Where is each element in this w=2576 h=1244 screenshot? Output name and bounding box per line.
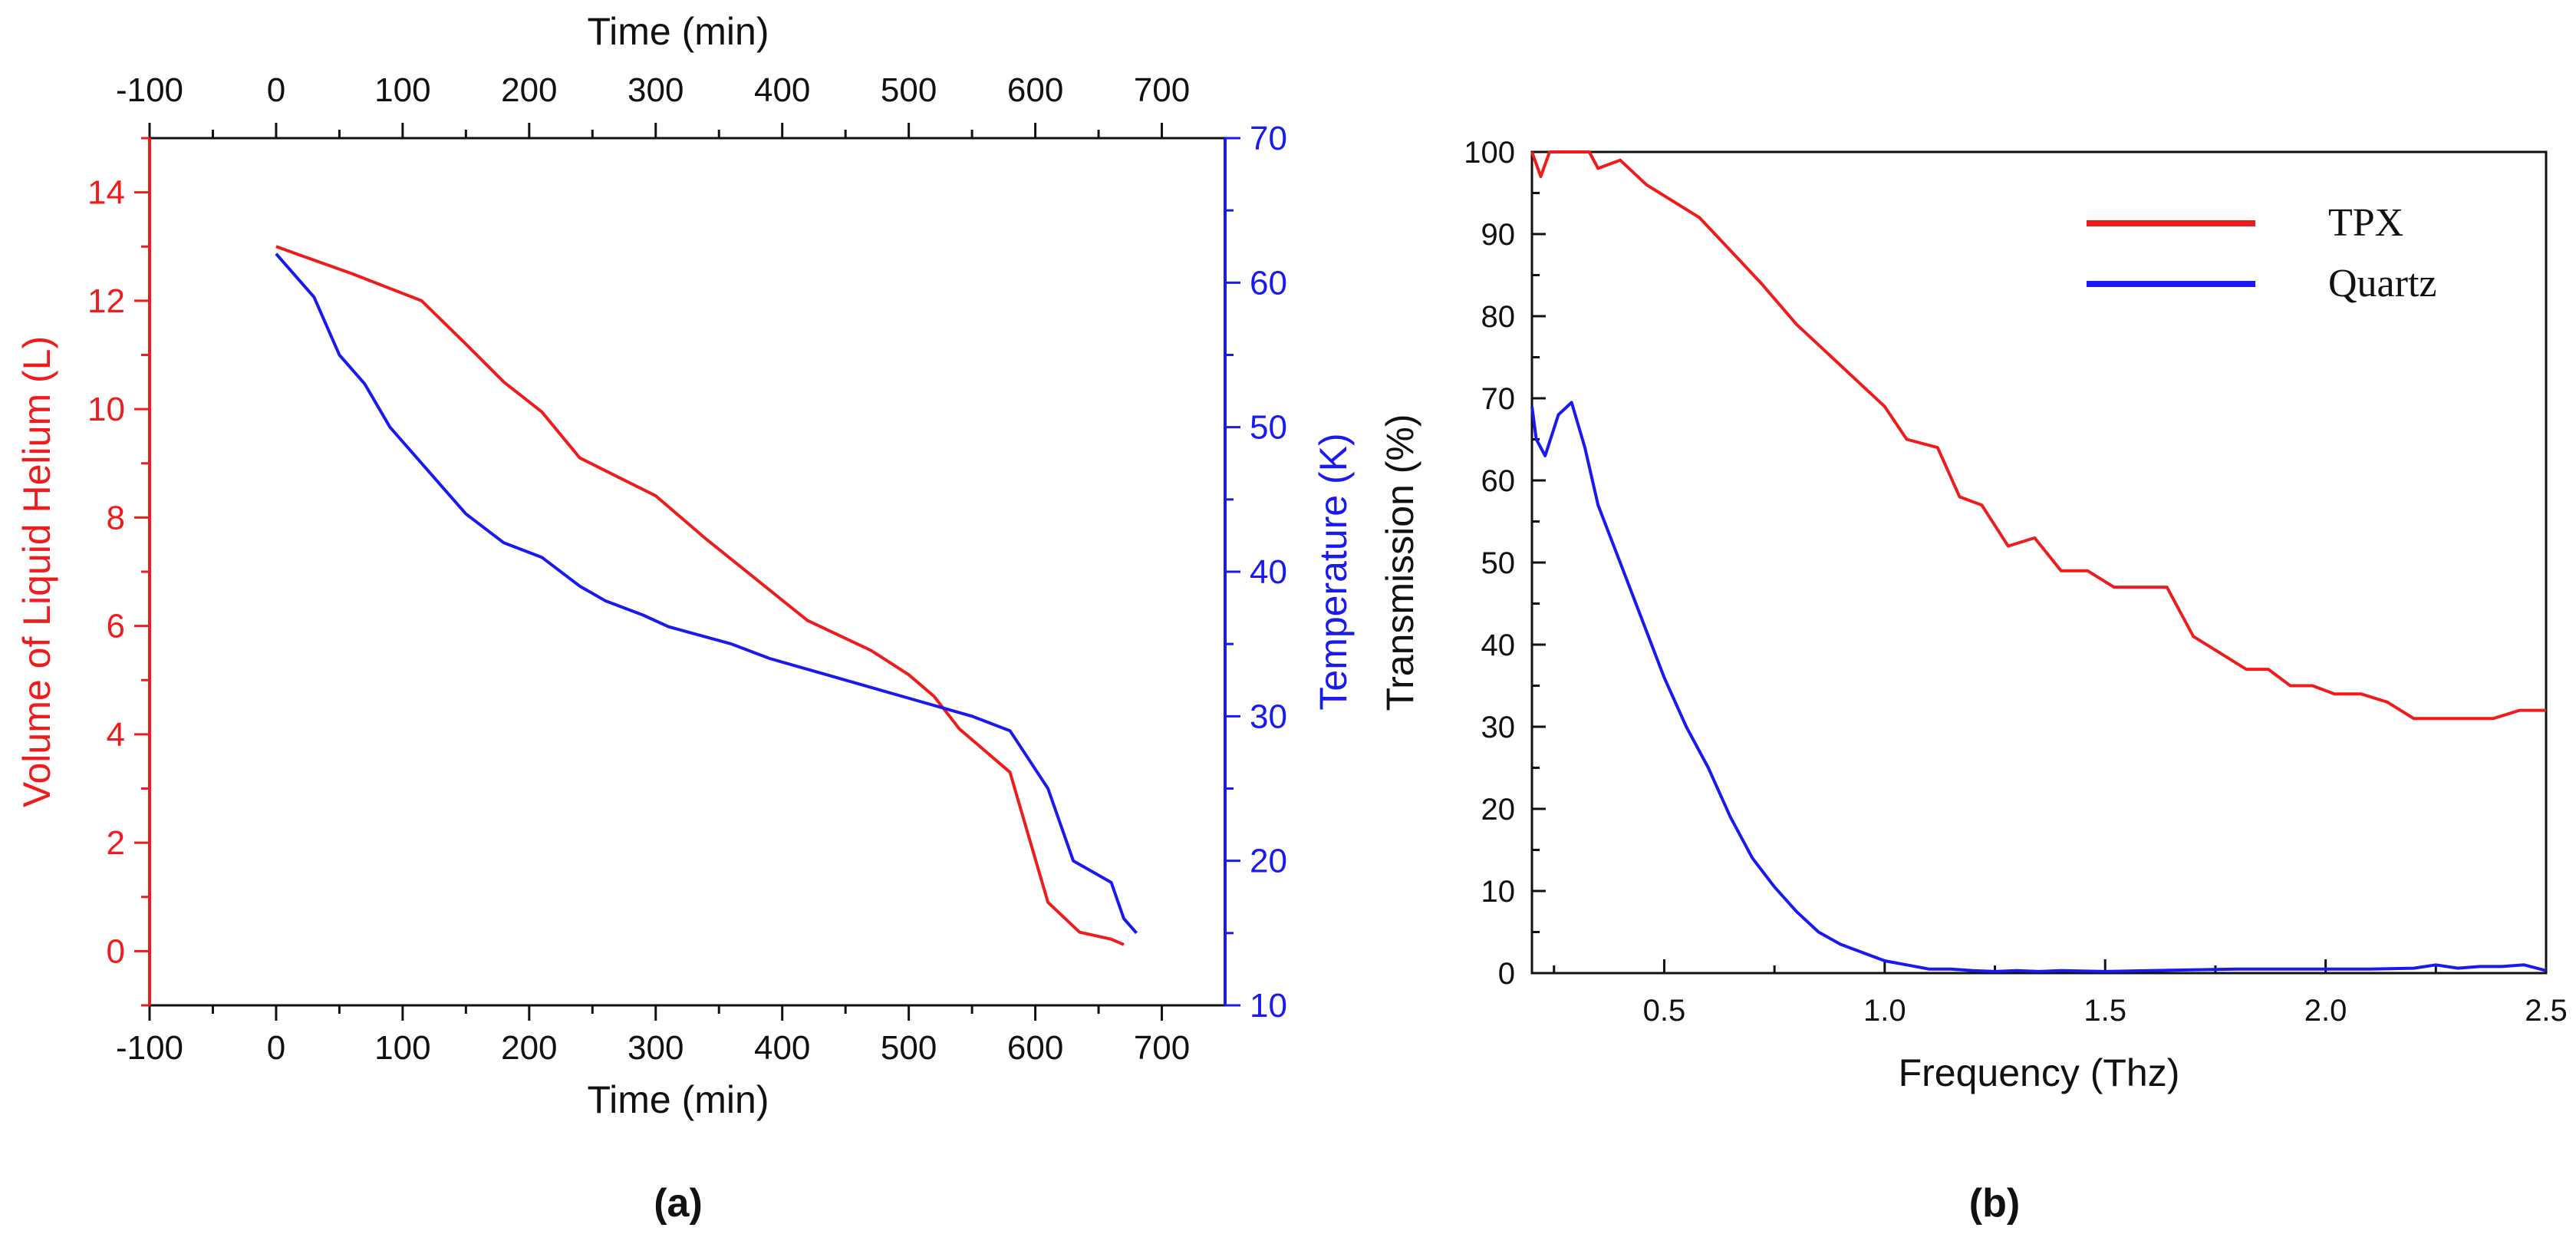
chart-a: -100-10000100100200200300300400400500500…: [15, 10, 1355, 1226]
chart-b-ytick-label: 80: [1481, 300, 1516, 334]
chart-b-ytick-label: 40: [1481, 629, 1516, 662]
chart-b-ytick-label: 90: [1481, 218, 1516, 252]
chart-a-xtick-label-top: 100: [374, 71, 430, 109]
chart-a-xtick-label-top: 400: [754, 71, 810, 109]
legend-label-quartz: Quartz: [2328, 262, 2436, 305]
chart-a-ytick-label-left: 6: [107, 608, 125, 645]
chart-b-ticks: 0.5 1.0 1.5 2.0 2.5 0 10 20 30 40 50 60 70 80 90 100: [1464, 136, 2568, 1028]
chart-a-xtick-label-top: 600: [1007, 71, 1063, 109]
chart-b-xlabel: Frequency (Thz): [1899, 1051, 2180, 1094]
chart-a-series-volume-line: [275, 245, 1125, 946]
chart-b-series: [1530, 150, 2547, 973]
chart-b-ylabel: Transmission (%): [1379, 414, 1421, 711]
chart-a-ytick-label-left: 14: [87, 174, 125, 212]
chart-b-ytick-label: 20: [1481, 793, 1516, 827]
chart-a-xtick-label-bottom: 700: [1134, 1029, 1190, 1067]
chart-a-ytick-label-left: 8: [107, 499, 125, 536]
chart-b-ytick-label: 0: [1498, 957, 1515, 991]
chart-b-ytick-label: 100: [1464, 136, 1515, 170]
chart-b-ytick-label: 70: [1481, 382, 1516, 416]
chart-b: 0.5 1.0 1.5 2.0 2.5 0 10 20 30 40 50 60 70 80 90 100 TP…: [1379, 136, 2568, 1226]
chart-a-xtick-label-bottom: 100: [374, 1029, 430, 1067]
chart-a-ytick-label-right: 40: [1250, 553, 1287, 591]
chart-a-series: [275, 245, 1138, 946]
chart-b-xtick-label: 0.5: [1643, 994, 1686, 1028]
chart-a-xtick-label-top: 700: [1134, 71, 1190, 109]
chart-b-xtick-label: 1.5: [2084, 994, 2126, 1028]
chart-a-ytick-label-right: 60: [1250, 264, 1287, 302]
chart-a-plot-frame: [148, 137, 1227, 1007]
chart-a-ytick-label-right: 70: [1250, 120, 1287, 157]
chart-a-xlabel-top: Time (min): [587, 10, 769, 53]
chart-a-ylabel-left: Volume of Liquid Helium (L): [15, 336, 58, 807]
chart-a-ytick-label-right: 30: [1250, 698, 1287, 735]
chart-a-xtick-label-bottom: 500: [881, 1029, 937, 1067]
chart-b-series-tpx-line: [1530, 150, 2546, 721]
chart-b-legend: TPX Quartz: [2087, 201, 2436, 305]
chart-b-series-quartz-line: [1530, 401, 2547, 973]
chart-a-xtick-label-bottom: -100: [116, 1029, 183, 1067]
chart-a-xtick-label-bottom: 0: [267, 1029, 285, 1067]
chart-b-ytick-label: 10: [1481, 875, 1516, 909]
chart-a-xtick-label-bottom: 300: [628, 1029, 684, 1067]
chart-a-xtick-label-top: -100: [116, 71, 183, 109]
chart-a-ytick-label-right: 50: [1250, 409, 1287, 447]
chart-a-series-temperature-line: [275, 252, 1138, 935]
chart-b-ytick-label: 30: [1481, 711, 1516, 744]
chart-b-xtick-label: 2.5: [2525, 994, 2568, 1028]
chart-a-xtick-label-bottom: 400: [754, 1029, 810, 1067]
legend-label-tpx: TPX: [2328, 201, 2403, 245]
chart-b-panel-label: (b): [1969, 1181, 2020, 1226]
chart-a-ytick-label-left: 12: [87, 282, 125, 320]
chart-b-ytick-label: 60: [1481, 464, 1516, 498]
chart-a-ticks: -100-10000100100200200300300400400500500…: [87, 71, 1287, 1067]
chart-b-ytick-label: 50: [1481, 546, 1516, 580]
chart-b-xtick-label: 1.0: [1863, 994, 1906, 1028]
chart-a-xtick-label-bottom: 200: [501, 1029, 557, 1067]
chart-a-ytick-label-left: 2: [107, 824, 125, 862]
chart-a-xtick-label-top: 0: [267, 71, 285, 109]
chart-a-xlabel-bottom: Time (min): [587, 1078, 769, 1121]
chart-a-ytick-label-left: 0: [107, 932, 125, 970]
chart-a-xtick-label-bottom: 600: [1007, 1029, 1063, 1067]
chart-a-ytick-label-right: 20: [1250, 843, 1287, 880]
chart-b-xtick-label: 2.0: [2304, 994, 2347, 1028]
chart-a-xtick-label-top: 500: [881, 71, 937, 109]
chart-a-ytick-label-right: 10: [1250, 987, 1287, 1025]
chart-a-xtick-label-top: 300: [628, 71, 684, 109]
chart-a-panel-label: (a): [654, 1181, 703, 1226]
chart-a-ytick-label-left: 4: [107, 716, 125, 754]
chart-a-ytick-label-left: 10: [87, 391, 125, 428]
chart-a-ylabel-right: Temperature (K): [1312, 433, 1355, 710]
chart-a-xtick-label-top: 200: [501, 71, 557, 109]
